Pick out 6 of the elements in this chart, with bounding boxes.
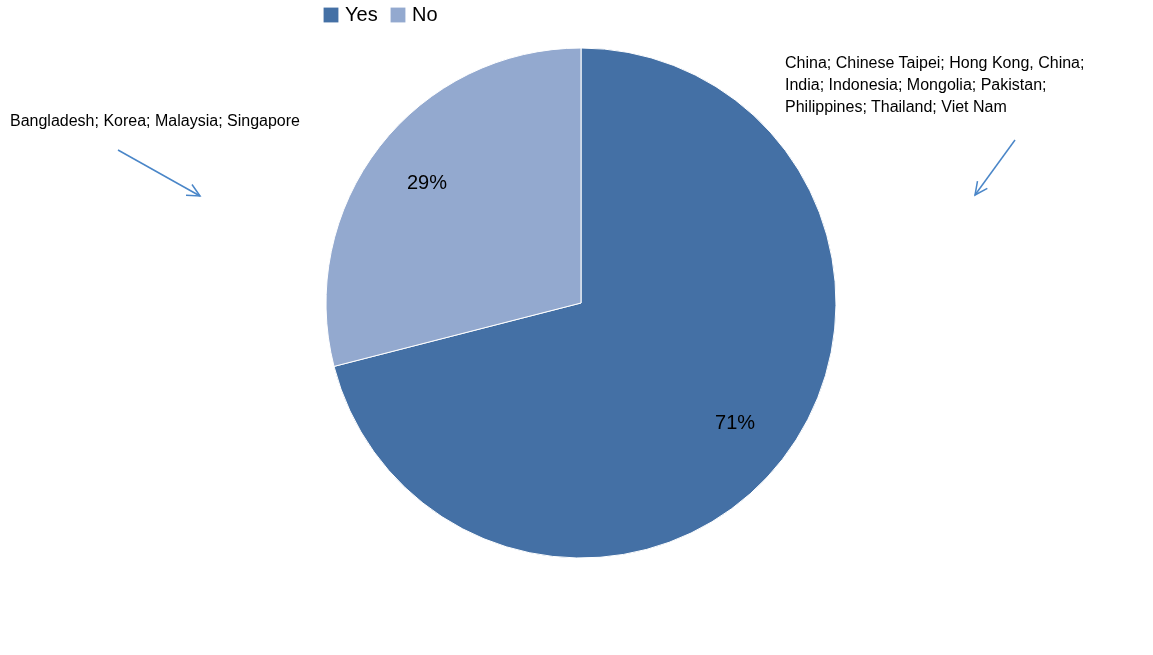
legend-label: Yes [345, 3, 378, 25]
text: China; Chinese Taipei; Hong Kong, China; India; Indonesia; Mongolia; Pakistan; Philippines; Thailand; Viet Nam [785, 53, 1086, 117]
legend-label: No [412, 3, 438, 25]
data-label: 29% [406, 171, 448, 194]
data-label: 71% [715, 410, 756, 433]
text: Bangladesh; Korea; Malaysia; Singapore [10, 111, 300, 131]
